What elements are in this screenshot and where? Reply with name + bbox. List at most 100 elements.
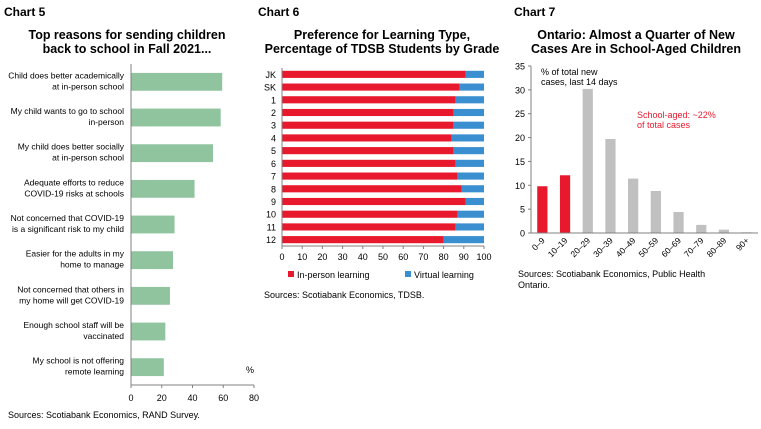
chart-6-bar-in-person — [282, 134, 452, 142]
chart-6-x-tick-label: 50 — [378, 252, 388, 262]
chart-7-y-tick-label: 5 — [520, 205, 525, 215]
chart-7-y-ticks: 0 5 10 15 20 25 30 35 — [515, 62, 531, 239]
chart-6-bar-in-person — [282, 172, 458, 180]
chart-5-bar — [131, 215, 175, 234]
chart-6-bar-virtual — [453, 121, 484, 129]
chart-6-bar-in-person — [282, 108, 454, 117]
chart-7-y-tick-label: 15 — [515, 157, 525, 167]
chart-6-bar-in-person — [282, 210, 458, 218]
chart-5-bars — [131, 72, 223, 377]
chart-5-source: Sources: Scotiabank Economics, RAND Surv… — [8, 410, 200, 420]
chart-6-category-label: 8 — [271, 184, 276, 194]
chart-6-bar-in-person — [282, 185, 462, 193]
chart-5-bar — [131, 286, 170, 305]
chart-5-x-tick-label: 80 — [249, 393, 259, 403]
chart-7: Chart 7 Ontario: Almost a Quarter of New… — [514, 5, 758, 290]
chart-6-bar-virtual — [465, 70, 484, 78]
chart-5-bar — [131, 179, 195, 198]
chart-5-title-line-2: back to school in Fall 2021... — [43, 42, 212, 56]
chart-6-legend-swatch-in-person — [288, 271, 294, 277]
chart-6-legend: In-person learning Virtual learning — [288, 270, 474, 280]
chart-6-title-line-1: Preference for Learning Type, — [294, 28, 470, 42]
chart-6-category-label: 11 — [267, 222, 276, 232]
chart-6-bar-virtual — [457, 172, 484, 180]
chart-7-source-line-2: Ontario. — [518, 280, 550, 290]
chart-5-x-tick-label: 40 — [187, 393, 197, 403]
chart-6-category-label: 12 — [266, 235, 276, 245]
chart-5-category-label: Easier for the adults in my — [26, 249, 125, 259]
chart-5-label: Chart 5 — [4, 5, 46, 19]
chart-6-title-line-2: Percentage of TDSB Students by Grade — [265, 42, 500, 56]
chart-7-axis-note-line-2: cases, last 14 days — [541, 77, 618, 87]
chart-5-category-label: Adequate efforts to reduce — [24, 177, 124, 187]
chart-5-bar — [131, 72, 223, 91]
chart-7-category-label: 70–79 — [682, 235, 706, 259]
chart-5-category-label: Not concerned that COVID-19 — [11, 213, 125, 223]
chart-5-category-label: Not concerned that others in — [17, 284, 124, 294]
chart-7-title-line-2: Cases Are in School-Aged Children — [531, 42, 741, 56]
chart-7-title-line-1: Ontario: Almost a Quarter of New — [537, 28, 735, 42]
chart-6-x-tick-label: 30 — [338, 252, 348, 262]
chart-6-legend-label-in-person: In-person learning — [297, 270, 370, 280]
chart-7-annotation-line-2: of total cases — [637, 120, 691, 130]
chart-6-x-tick-label: 0 — [279, 252, 284, 262]
chart-5-category-label: COVID-19 risks at schools — [24, 188, 124, 198]
chart-6-category-label: 3 — [271, 121, 276, 131]
chart-7-axis-note-line-1: % of total new — [541, 67, 598, 77]
chart-6-category-label: 5 — [271, 146, 276, 156]
chart-7-bar — [718, 229, 730, 233]
chart-5-category-label: remote learning — [65, 367, 124, 377]
chart-6-bar-virtual — [459, 83, 484, 91]
chart-5-bar — [131, 322, 166, 341]
chart-5-category-label: home to manage — [60, 260, 124, 270]
chart-7-category-label: 20–29 — [568, 235, 592, 259]
chart-5-category-label: my home will get COVID-19 — [19, 295, 124, 305]
chart-5-category-label: at in-person school — [52, 81, 124, 91]
chart-6-bar-in-person — [282, 121, 454, 129]
chart-6-x-tick-label: 100 — [476, 252, 491, 262]
chart-7-bar — [650, 191, 661, 233]
chart-6: Chart 6 Preference for Learning Type, Pe… — [258, 5, 499, 300]
chart-7-bar — [605, 139, 616, 233]
chart-5-x-tick-label: 0 — [128, 393, 133, 403]
chart-6-bar-in-person — [282, 70, 466, 78]
chart-6-bar-in-person — [282, 147, 454, 155]
chart-7-source-line-1: Sources: Scotiabank Economics, Public He… — [518, 269, 705, 279]
chart-6-x-tick-label: 60 — [398, 252, 408, 262]
chart-7-bar — [537, 186, 548, 233]
chart-6-bar-virtual — [453, 147, 484, 155]
chart-6-bar-virtual — [455, 159, 484, 167]
chart-6-bar-in-person — [282, 236, 444, 244]
chart-7-category-label: 50–59 — [636, 235, 660, 259]
chart-6-category-label: 4 — [271, 133, 276, 143]
chart-5-category-label: is a significant risk to my child — [12, 224, 124, 234]
chart-7-y-tick-label: 25 — [515, 109, 525, 119]
chart-6-x-tick-label: 10 — [297, 252, 307, 262]
chart-6-bar-in-person — [282, 96, 456, 104]
chart-6-x-tick-label: 70 — [418, 252, 428, 262]
chart-6-bar-in-person — [282, 197, 466, 206]
chart-6-bar-virtual — [443, 236, 484, 244]
chart-6-category-label: 9 — [271, 197, 276, 207]
chart-6-legend-label-virtual: Virtual learning — [414, 270, 474, 280]
chart-6-bar-virtual — [457, 210, 484, 218]
chart-6-category-label: 6 — [271, 159, 276, 169]
chart-6-label: Chart 6 — [258, 5, 300, 19]
chart-6-bar-virtual — [453, 108, 484, 117]
chart-7-y-tick-label: 10 — [515, 181, 525, 191]
chart-5-category-label: in-person — [89, 117, 125, 127]
chart-6-x-ticks: 0 10 20 30 40 50 60 70 80 90 100 — [279, 246, 492, 262]
chart-7-y-tick-label: 0 — [520, 229, 525, 239]
chart-6-bar-virtual — [451, 134, 484, 142]
chart-5-bar — [131, 144, 213, 163]
chart-6-category-label: 10 — [266, 210, 276, 220]
chart-6-category-label: 7 — [271, 172, 276, 182]
chart-7-category-label: 30–39 — [591, 235, 615, 259]
chart-6-category-label: SK — [264, 83, 276, 93]
chart-7-label: Chart 7 — [514, 5, 556, 19]
chart-6-x-tick-label: 90 — [459, 252, 469, 262]
chart-5-bar — [131, 108, 221, 127]
chart-5-title-line-1: Top reasons for sending children — [28, 28, 225, 42]
chart-6-bars — [282, 70, 484, 244]
